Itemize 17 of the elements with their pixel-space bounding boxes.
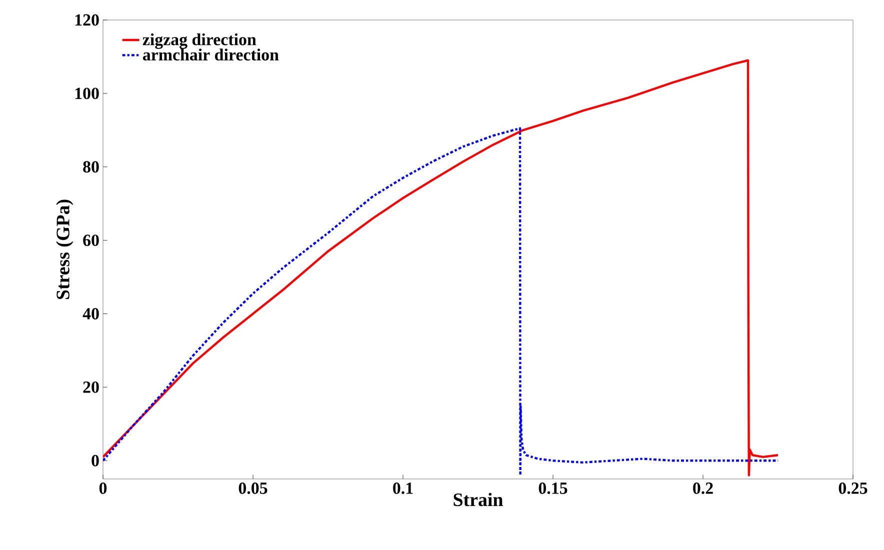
legend-label: zigzag direction [142,33,256,49]
x-tick-label: 0 [99,482,107,494]
y-tick-label: 100 [75,88,99,100]
y-tick-label: 20 [83,381,99,393]
y-tick-label: 40 [82,308,99,320]
y-axis-title: Stress (GPa) [56,200,74,300]
y-tick-label: 80 [83,161,99,173]
y-tick-label: 0 [92,454,99,466]
x-tick-label: 0.25 [838,482,868,494]
legend-label: armchair direction [142,48,279,61]
x-tick-label: 0.05 [238,482,268,494]
x-tick-label: 0.2 [693,482,713,494]
x-tick-label: 0.15 [538,482,568,494]
x-tick-label: 0.1 [393,482,413,494]
y-tick-label: 60 [83,234,99,246]
y-tick-label: 120 [75,14,99,26]
x-axis-title: Strain [454,492,503,506]
